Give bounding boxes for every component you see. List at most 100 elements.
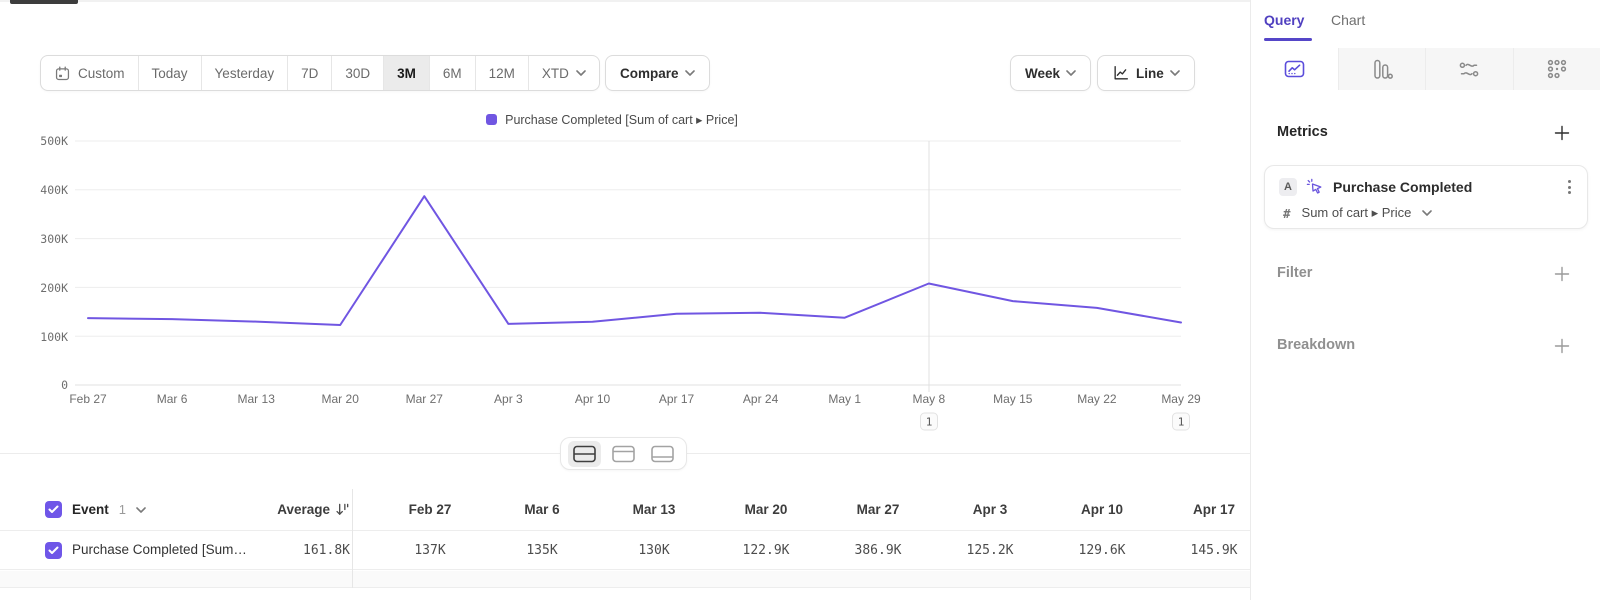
table-column-divider (352, 489, 353, 588)
legend-swatch (486, 114, 498, 125)
add-breakdown-button[interactable] (1554, 338, 1570, 354)
line-chart-icon (1114, 66, 1128, 80)
svg-text:Feb 27: Feb 27 (69, 392, 107, 406)
tab-query[interactable]: Query (1264, 12, 1305, 28)
svg-text:Mar 27: Mar 27 (406, 392, 444, 406)
flows-icon (1459, 62, 1479, 76)
svg-text:500K: 500K (40, 134, 68, 148)
range-label: Yesterday (214, 65, 275, 81)
svg-text:Mar 6: Mar 6 (157, 392, 188, 406)
viz-tab-insights[interactable] (1251, 48, 1338, 90)
cell-value: 130K (638, 542, 670, 558)
row-checkbox[interactable] (45, 541, 62, 559)
range-label: 12M (488, 65, 515, 81)
line-chart[interactable]: 500K 400K 300K 200K 100K 0 Feb 27 Mar 6 … (0, 130, 1250, 440)
average-column-header[interactable]: Average (260, 502, 350, 517)
select-all-checkbox[interactable] (45, 501, 62, 518)
viz-type-tabs (1251, 48, 1600, 90)
more-charts-icon (1547, 59, 1566, 79)
svg-text:May 15: May 15 (993, 392, 1033, 406)
cell-value: 122.9K (742, 542, 790, 558)
chart-type-label: Line (1136, 65, 1164, 81)
compare-label: Compare (620, 65, 679, 81)
split-view-toggle[interactable] (568, 440, 601, 467)
date-range-6m[interactable]: 6M (430, 56, 476, 90)
next-row-strip (0, 571, 1250, 588)
chevron-down-icon[interactable] (136, 506, 146, 513)
range-label: Custom (78, 65, 125, 81)
annotation-badge[interactable]: 1 (1172, 412, 1190, 431)
event-count: 1 (118, 502, 126, 517)
filter-section-title: Filter (1277, 265, 1313, 281)
svg-text:May 1: May 1 (828, 392, 861, 406)
range-label: 6M (442, 65, 462, 81)
tab-chart[interactable]: Chart (1331, 12, 1366, 28)
svg-text:Apr 24: Apr 24 (743, 392, 779, 406)
event-sparkle-cursor-icon (1306, 178, 1322, 194)
svg-text:1: 1 (926, 416, 933, 429)
calendar-icon (55, 65, 70, 80)
add-filter-button[interactable] (1554, 266, 1570, 282)
table-focus-toggle[interactable] (646, 441, 679, 467)
annotation-badge[interactable]: 1 (920, 412, 938, 431)
range-label: Today (151, 65, 188, 81)
svg-text:300K: 300K (40, 232, 68, 246)
metric-letter-badge: A (1279, 178, 1297, 196)
results-table: Event 1 Average Feb 27 Mar 6 Mar 13 Mar … (0, 489, 1250, 570)
add-metric-button[interactable] (1554, 125, 1570, 141)
y-axis-labels: 500K 400K 300K 200K 100K 0 (40, 134, 68, 392)
table-row[interactable]: Purchase Completed [Sum of cart ▸ Price]… (0, 531, 1250, 570)
range-label: 7D (301, 65, 319, 81)
cell-value: 386.9K (854, 542, 902, 558)
column-header: Apr 3 (972, 502, 1008, 517)
insights-icon (1284, 60, 1305, 78)
date-range-30d[interactable]: 30D (332, 56, 385, 90)
chart-focus-toggle[interactable] (607, 441, 640, 467)
chevron-down-icon (1422, 210, 1433, 216)
column-header: Mar 27 (856, 502, 900, 517)
cell-value: 145.9K (1190, 542, 1238, 558)
layout-toggle (560, 437, 687, 470)
aggregation-label: Sum of cart ▸ Price (1301, 205, 1412, 220)
date-range-xtd[interactable]: XTD (529, 56, 599, 90)
series-line[interactable] (87, 195, 1182, 326)
date-range-3m-selected[interactable]: 3M (384, 56, 430, 90)
aggregation-selector[interactable]: # Sum of cart ▸ Price (1283, 205, 1433, 221)
granularity-dropdown[interactable]: Week (1010, 55, 1092, 91)
chevron-down-icon (684, 70, 695, 76)
viz-tab-funnels[interactable] (1337, 48, 1425, 90)
date-range-7d[interactable]: 7D (288, 56, 333, 90)
date-range-custom[interactable]: Custom (41, 56, 139, 90)
cell-value: 137K (414, 542, 446, 558)
date-range-12m[interactable]: 12M (476, 56, 529, 90)
query-panel: Query Chart Metrics A (1250, 0, 1600, 600)
number-type-icon: # (1283, 205, 1291, 221)
chart-type-dropdown[interactable]: Line (1097, 55, 1195, 91)
svg-text:Apr 3: Apr 3 (494, 392, 523, 406)
viz-tab-flows[interactable] (1425, 48, 1513, 90)
date-range-yesterday[interactable]: Yesterday (202, 56, 289, 90)
event-column-header: Event (72, 502, 109, 517)
svg-text:Mar 13: Mar 13 (238, 392, 276, 406)
date-range-today[interactable]: Today (139, 56, 202, 90)
column-header: Apr 17 (1192, 502, 1236, 517)
funnels-icon (1374, 59, 1393, 79)
range-label: 3M (397, 65, 416, 81)
check-icon (48, 505, 59, 513)
compare-button[interactable]: Compare (605, 55, 710, 91)
gridlines (75, 140, 1181, 386)
cell-value: 125.2K (966, 542, 1014, 558)
date-range-control: Custom Today Yesterday 7D 30D 3M 6M 12M … (40, 55, 600, 91)
chevron-down-icon (1066, 70, 1076, 76)
granularity-label: Week (1025, 65, 1061, 81)
breakdown-section-title: Breakdown (1277, 337, 1356, 353)
table-focus-icon (651, 445, 674, 462)
kebab-menu-icon[interactable] (1564, 178, 1575, 196)
check-icon (48, 546, 59, 554)
viz-tab-more-charts[interactable] (1512, 48, 1600, 90)
column-header: Mar 20 (744, 502, 788, 517)
svg-text:May 29: May 29 (1161, 392, 1201, 406)
svg-text:May 8: May 8 (912, 392, 945, 406)
metric-card[interactable]: A Purchase Completed # Sum of cart ▸ Pri… (1264, 165, 1588, 229)
